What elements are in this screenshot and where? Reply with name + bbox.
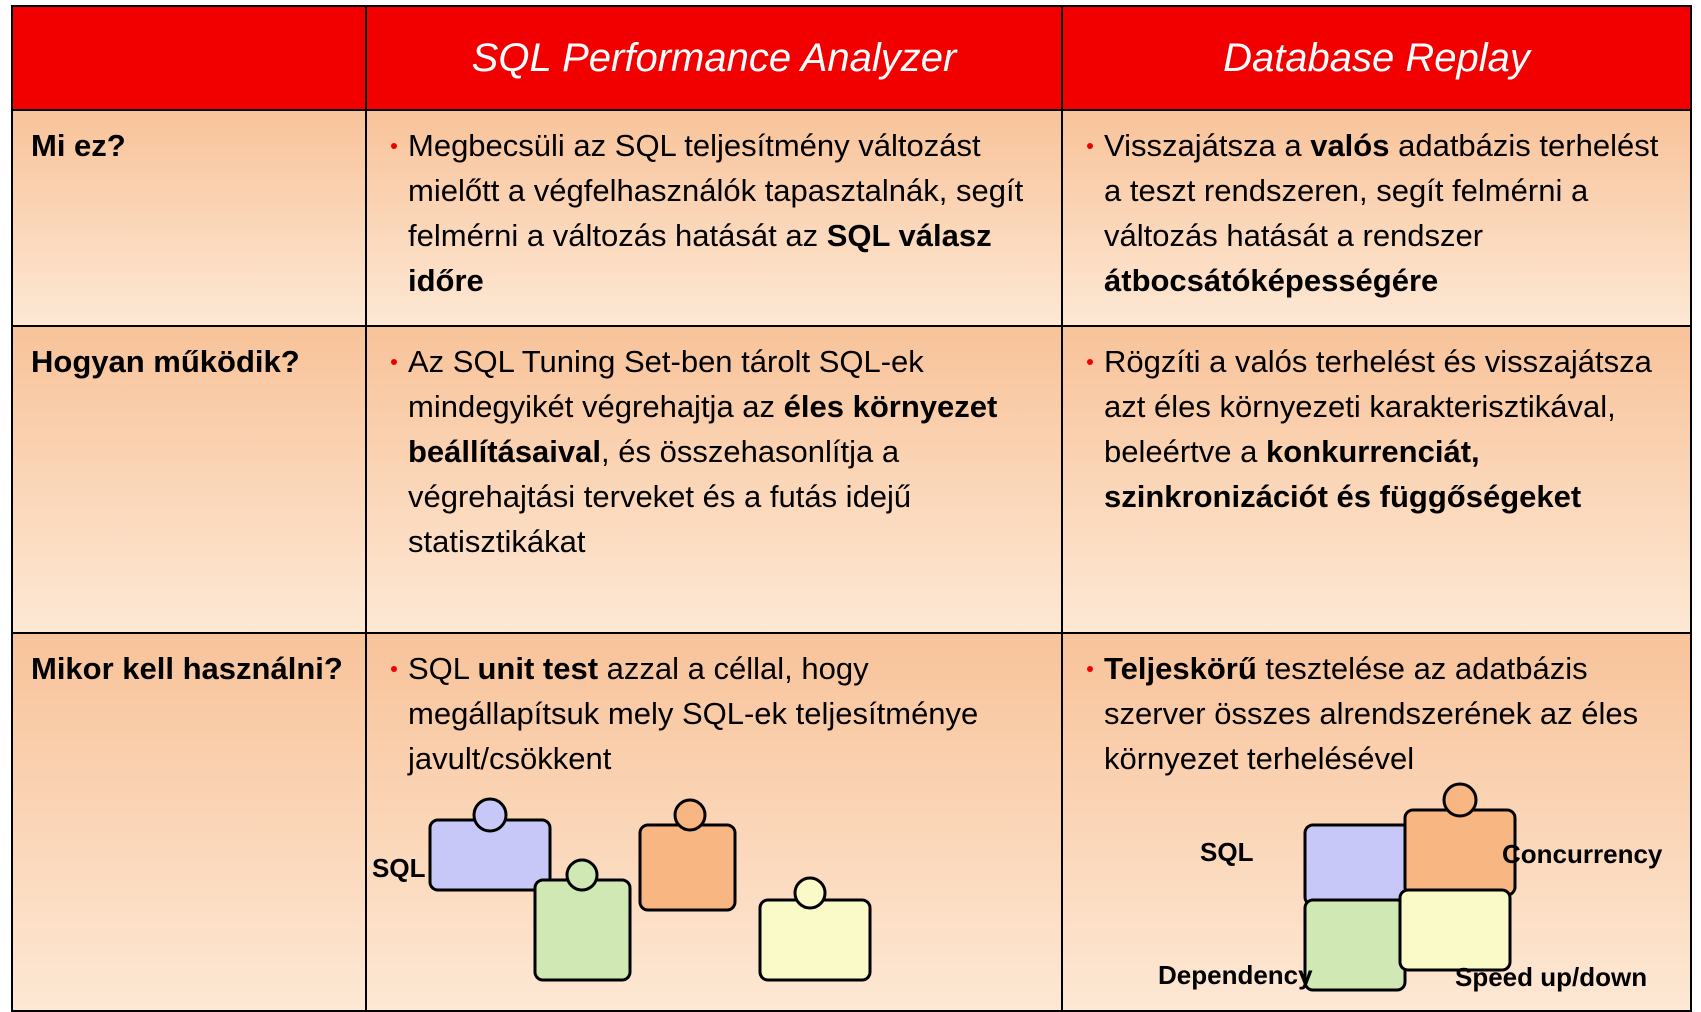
cell: Megbecsüli az SQL teljesítmény változást…	[365, 109, 1063, 327]
piece	[1403, 808, 1517, 897]
piece	[758, 898, 872, 982]
row-label: Mikor kell használni?	[11, 632, 367, 1012]
text-run: Megbecsüli az SQL teljesítmény változást…	[408, 128, 1024, 253]
cell-text: Megbecsüli az SQL teljesítmény változást…	[367, 111, 1061, 303]
piece	[1303, 823, 1417, 907]
text-run: adatbázis terhelést a teszt rendszeren, …	[1104, 128, 1659, 253]
text-run: valós	[1310, 128, 1390, 163]
piece	[1398, 888, 1512, 972]
header-title: Database Replay	[1223, 35, 1530, 80]
text-run: Teljeskörű	[1104, 651, 1257, 686]
piece-tab	[472, 797, 508, 833]
puzzle-label: Concurrency	[1502, 839, 1663, 869]
piece-tab	[1442, 782, 1478, 818]
puzzle-label: SQL	[1200, 837, 1254, 867]
text-run: éles környezet beállításaival	[408, 389, 998, 469]
piece	[638, 823, 737, 912]
text-run: , és összehasonlítja a végrehajtási terv…	[408, 434, 912, 559]
text-run: unit test	[477, 651, 599, 686]
piece	[1303, 898, 1407, 992]
text-run: konkurrenciát, szinkronizációt és függős…	[1104, 434, 1582, 514]
cell-text: Visszajátsza a valós adatbázis terhelést…	[1063, 111, 1690, 303]
puzzle-label: Speed up/down	[1455, 962, 1647, 992]
text-run: átbocsátóképességére	[1104, 263, 1439, 298]
cell: Az SQL Tuning Set-ben tárolt SQL-ek mind…	[365, 325, 1063, 634]
cell-text: Az SQL Tuning Set-ben tárolt SQL-ek mind…	[367, 327, 1061, 564]
text-run: Visszajátsza a	[1104, 128, 1311, 163]
header-cell: SQL Performance Analyzer	[365, 5, 1063, 111]
text-run: Rögzíti a valós terhelést és visszajátsz…	[1104, 344, 1652, 469]
piece	[533, 878, 632, 982]
cell: Teljeskörű tesztelése az adatbázis szerv…	[1061, 632, 1692, 1012]
cell-text: SQL unit test azzal a céllal, hogy megál…	[367, 634, 1061, 781]
cell-text: Rögzíti a valós terhelést és visszajátsz…	[1063, 327, 1690, 519]
header-cell: Database Replay	[1061, 5, 1692, 111]
header-cell	[11, 5, 367, 111]
row-label: Hogyan működik?	[11, 325, 367, 634]
text-run: azzal a céllal, hogy megállapítsuk mely …	[408, 651, 979, 776]
cell-text: Teljeskörű tesztelése az adatbázis szerv…	[1063, 634, 1690, 781]
left-puzzle	[428, 797, 872, 982]
text-run: Az SQL Tuning Set-ben tárolt SQL-ek mind…	[408, 344, 924, 424]
piece-tab	[565, 858, 599, 892]
cell: Rögzíti a valós terhelést és visszajátsz…	[1061, 325, 1692, 634]
puzzle-label: Dependency	[1158, 960, 1313, 990]
puzzle-label: SQL	[372, 853, 426, 883]
cell: Visszajátsza a valós adatbázis terhelést…	[1061, 109, 1692, 327]
text-run: SQL válasz időre	[408, 218, 992, 298]
header-title: SQL Performance Analyzer	[471, 35, 957, 80]
piece-tab	[673, 798, 707, 832]
text-run: SQL	[408, 651, 478, 686]
piece-tab	[793, 876, 827, 910]
text-run: tesztelése az adatbázis szerver összes a…	[1104, 651, 1639, 776]
right-puzzle	[1303, 782, 1517, 992]
